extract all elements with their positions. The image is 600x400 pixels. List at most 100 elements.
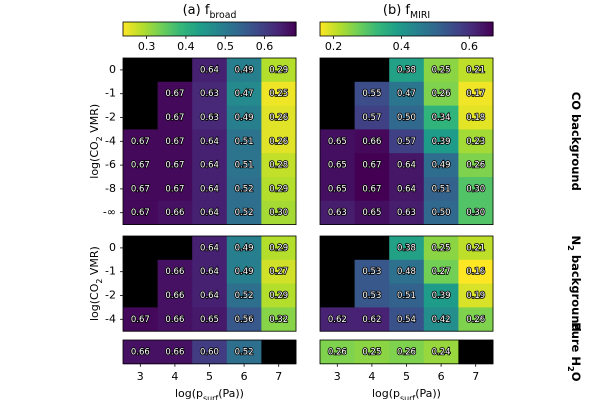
x-tick-label: 4 xyxy=(368,370,375,383)
heatmap-cell xyxy=(354,340,390,365)
cell-label: 0.65 xyxy=(328,184,347,194)
heatmap-cell xyxy=(458,58,494,83)
cell-label: 0.17 xyxy=(466,89,485,99)
heatmap-cell xyxy=(354,177,390,202)
text-part: CO background xyxy=(570,92,584,191)
colorbar-segment xyxy=(341,22,345,36)
cell-label: 0.64 xyxy=(200,137,219,147)
cell-label: 0.53 xyxy=(362,291,381,301)
cell-label: 0.67 xyxy=(165,113,184,123)
heatmap-cell xyxy=(261,81,297,106)
colorbar-segment xyxy=(326,22,330,36)
y-axis-label: log(CO2 VMR) xyxy=(88,104,104,179)
cell-label: 0.19 xyxy=(466,291,485,301)
colorbar-segment xyxy=(348,22,351,36)
colorbar-segment xyxy=(153,22,157,36)
heatmap-cell xyxy=(226,200,262,225)
heatmap-cell xyxy=(157,307,193,332)
heatmap-cell xyxy=(423,81,459,106)
colorbar-segment xyxy=(378,22,382,36)
y-tick-label: -∞ xyxy=(103,206,116,219)
x-tick-label: 3 xyxy=(137,370,144,383)
heatmap-cell xyxy=(354,259,390,284)
colorbar-segment xyxy=(330,22,334,36)
heatmap-cell xyxy=(423,340,459,365)
subscript: broad xyxy=(209,10,236,21)
cell-label: 0.47 xyxy=(397,89,416,99)
heatmap-cell xyxy=(389,259,425,284)
colorbar-segment xyxy=(198,22,202,36)
heatmap-cell xyxy=(423,177,459,202)
colorbar-segment xyxy=(374,22,377,36)
subscript: 2 xyxy=(95,279,104,284)
colorbar-segment xyxy=(123,22,126,36)
cell-label: 0.39 xyxy=(432,137,451,147)
heatmap-cell xyxy=(157,283,193,308)
heatmap-cell xyxy=(123,129,158,154)
cell-label: 0.52 xyxy=(235,347,254,357)
cell-label: 0.65 xyxy=(362,208,381,218)
colorbar-segment xyxy=(337,22,341,36)
colorbar-segment xyxy=(159,22,163,36)
missing-cell xyxy=(123,283,158,308)
colorbar-segment xyxy=(428,22,431,36)
colorbar-segment xyxy=(196,22,200,36)
heatmap-cell xyxy=(226,283,262,308)
colorbar-segment xyxy=(155,22,159,36)
cell-label: 0.29 xyxy=(269,65,288,75)
colorbar-segment xyxy=(380,22,384,36)
colorbar-segment xyxy=(200,22,204,36)
colorbar-segment xyxy=(389,22,392,36)
colorbar-segment xyxy=(220,22,224,36)
heatmap-cell xyxy=(389,153,425,178)
colorbar-tick-label: 0.5 xyxy=(216,40,234,53)
colorbar-segment xyxy=(488,22,492,36)
heatmap-cell xyxy=(226,340,262,365)
colorbar-segment xyxy=(322,22,325,36)
colorbar-segment xyxy=(250,22,254,36)
missing-cell xyxy=(354,58,390,83)
colorbar-segment xyxy=(447,22,451,36)
x-tick-label: 3 xyxy=(334,370,341,383)
colorbar-segment xyxy=(293,22,297,36)
heatmap-cell xyxy=(226,81,262,106)
heatmap-cell xyxy=(354,105,390,130)
cell-label: 0.38 xyxy=(397,243,416,253)
colorbar-segment xyxy=(462,22,466,36)
colorbar-segment xyxy=(393,22,397,36)
heatmap-cell xyxy=(226,307,262,332)
cell-label: 0.64 xyxy=(200,184,219,194)
missing-cell xyxy=(458,340,494,365)
heatmap-cell xyxy=(261,283,297,308)
heatmap-cell xyxy=(423,236,459,261)
y-tick-label: -8 xyxy=(105,182,116,195)
heatmap-cell xyxy=(192,105,228,130)
cell-label: 0.51 xyxy=(235,161,254,171)
cell-label: 0.67 xyxy=(165,137,184,147)
colorbar-segment xyxy=(161,22,165,36)
colorbar-segment xyxy=(280,22,284,36)
colorbar-segment xyxy=(436,22,440,36)
heatmap-cell xyxy=(123,200,158,225)
colorbar-frame xyxy=(122,21,297,37)
colorbar-segment xyxy=(170,22,174,36)
heatmap-cell xyxy=(226,153,262,178)
colorbar-segment xyxy=(172,22,176,36)
colorbar-segment xyxy=(135,22,139,36)
cell-label: 0.64 xyxy=(200,243,219,253)
heatmap-cell xyxy=(192,177,228,202)
cell-label: 0.50 xyxy=(432,208,451,218)
colorbar-segment xyxy=(449,22,453,36)
colorbar-segment xyxy=(129,22,133,36)
colorbar-segment xyxy=(415,22,418,36)
colorbar-tick-label: 0.4 xyxy=(393,40,411,53)
cell-label: 0.49 xyxy=(235,113,254,123)
heatmap-cell xyxy=(261,105,297,130)
colorbar-segment xyxy=(397,22,401,36)
heatmap-cell xyxy=(458,105,494,130)
cell-label: 0.18 xyxy=(466,113,485,123)
cell-label: 0.26 xyxy=(432,89,451,99)
cell-label: 0.64 xyxy=(200,65,219,75)
cell-label: 0.64 xyxy=(200,267,219,277)
colorbar-segment xyxy=(265,22,269,36)
